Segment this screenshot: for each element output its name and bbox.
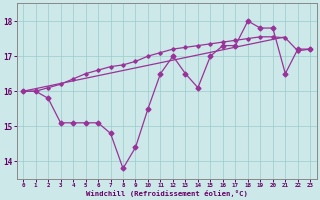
X-axis label: Windchill (Refroidissement éolien,°C): Windchill (Refroidissement éolien,°C) [86,190,248,197]
